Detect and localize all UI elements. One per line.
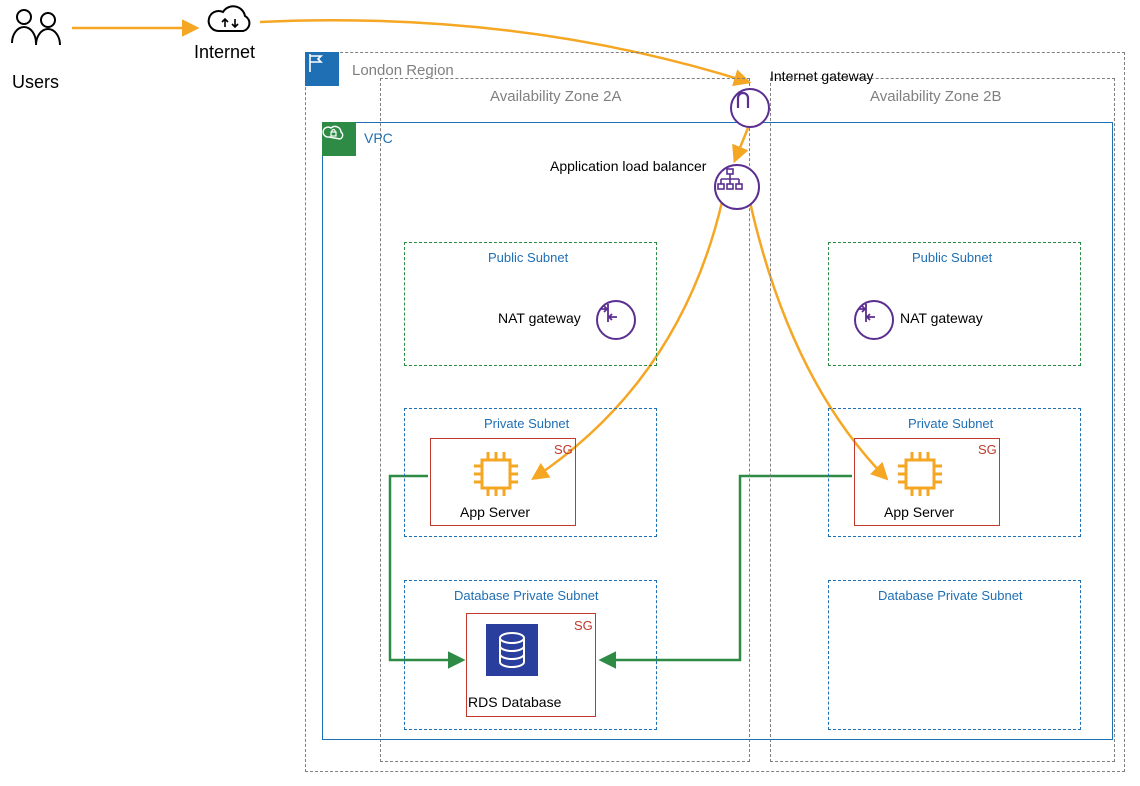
region-label: London Region <box>352 62 454 79</box>
region-badge <box>305 52 339 86</box>
alb-label: Application load balancer <box>550 158 706 174</box>
db-subnet-b-label: Database Private Subnet <box>878 588 1023 603</box>
internet-icon <box>205 3 255 41</box>
private-subnet-a-label: Private Subnet <box>484 416 569 431</box>
vpc-label: VPC <box>364 130 393 146</box>
nat-a-label: NAT gateway <box>498 310 581 326</box>
nat-a-icon <box>596 300 636 340</box>
rds-icon <box>484 622 540 678</box>
sg-a-label: SG <box>554 442 573 457</box>
app-server-a-icon <box>470 448 522 500</box>
sg-b-label: SG <box>978 442 997 457</box>
public-subnet-b-label: Public Subnet <box>912 250 992 265</box>
users-label: Users <box>12 72 59 93</box>
alb-icon <box>714 164 760 210</box>
app-server-b-icon <box>894 448 946 500</box>
nat-b-icon <box>854 300 894 340</box>
sg-db-label: SG <box>574 618 593 633</box>
rds-label: RDS Database <box>468 694 561 710</box>
igw-icon <box>730 88 770 128</box>
igw-label: Internet gateway <box>770 68 874 84</box>
public-subnet-a-label: Public Subnet <box>488 250 568 265</box>
app-server-b-label: App Server <box>884 504 954 520</box>
internet-label: Internet <box>194 42 255 63</box>
az-a-label: Availability Zone 2A <box>490 88 621 105</box>
az-b-label: Availability Zone 2B <box>870 88 1001 105</box>
vpc-badge <box>322 122 356 156</box>
db-subnet-a-label: Database Private Subnet <box>454 588 599 603</box>
app-server-a-label: App Server <box>460 504 530 520</box>
nat-b-label: NAT gateway <box>900 310 983 326</box>
private-subnet-b-label: Private Subnet <box>908 416 993 431</box>
users-icon <box>8 5 68 55</box>
